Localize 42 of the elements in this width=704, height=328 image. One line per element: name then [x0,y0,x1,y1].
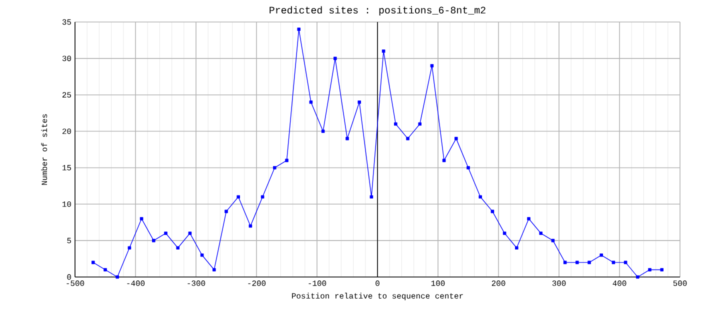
point [454,136,458,140]
point [382,50,386,53]
point [309,100,313,104]
point [576,260,579,264]
point [588,260,591,264]
point [321,130,325,133]
point [224,210,228,214]
point [394,122,398,126]
point [636,275,640,279]
point [418,122,422,126]
chart-title: Predicted sites : positions_6-8nt_m2 [270,6,486,16]
point [466,166,470,170]
point [334,56,337,60]
point [600,254,604,257]
point [116,275,119,279]
point [478,195,482,198]
point [200,254,204,257]
point [164,232,168,235]
point [236,195,240,198]
point [370,195,374,198]
point [648,268,652,272]
point [660,268,664,272]
point [92,260,95,264]
point [152,238,156,242]
point [188,232,192,235]
point [285,158,288,162]
point [527,217,530,220]
point [502,232,506,235]
point [260,195,264,198]
point [104,268,107,272]
point [128,246,132,250]
point [212,268,216,272]
point [297,28,301,31]
point [346,136,349,140]
point [515,246,518,250]
point [539,232,543,235]
point [140,217,144,220]
point [406,136,410,140]
point [273,166,276,170]
point [176,246,180,250]
point [430,64,434,68]
point [358,100,362,104]
